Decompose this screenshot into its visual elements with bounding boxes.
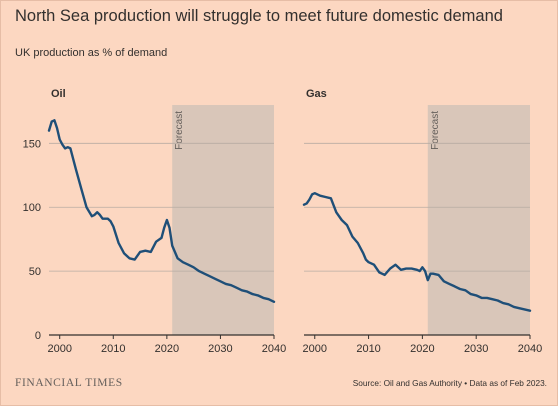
ft-logo: FINANCIAL TIMES xyxy=(15,377,123,389)
gas-forecast-label: Forecast xyxy=(430,111,441,150)
oil-forecast-label: Forecast xyxy=(174,111,185,150)
oil-x-tick-label: 2010 xyxy=(101,343,125,355)
source-note: Source: Oil and Gas Authority • Data as … xyxy=(352,378,547,388)
oil-x-tick-label: 2030 xyxy=(208,343,232,355)
chart-subtitle: UK production as % of demand xyxy=(15,47,168,59)
gas-forecast-band xyxy=(427,105,530,335)
oil-panel-title: Oil xyxy=(51,88,66,100)
gas-panel: Forecast 2000 2010 2020 2030 2040 Gas xyxy=(303,88,543,355)
y-tick-label: 0 xyxy=(35,330,41,342)
gas-x-tick-label: 2000 xyxy=(303,343,327,355)
y-tick-label: 100 xyxy=(23,202,41,214)
oil-x-tick-label: 2040 xyxy=(262,343,286,355)
oil-x-tick-label: 2020 xyxy=(155,343,179,355)
y-tick-label: 50 xyxy=(29,266,41,278)
oil-forecast-band xyxy=(172,105,274,335)
oil-x-tick-label: 2000 xyxy=(47,343,71,355)
chart-title: North Sea production will struggle to me… xyxy=(15,7,503,25)
gas-x-tick-label: 2030 xyxy=(464,343,488,355)
gas-series-line xyxy=(302,192,532,312)
gas-panel-title: Gas xyxy=(306,88,327,100)
gas-x-tick-label: 2040 xyxy=(518,343,542,355)
y-tick-label: 150 xyxy=(23,138,41,150)
oil-panel: Forecast 0 50 100 150 2000 2010 2020 2030 2040 Oil xyxy=(23,88,287,355)
gas-x-tick-label: 2010 xyxy=(356,343,380,355)
gas-x-tick-label: 2020 xyxy=(410,343,434,355)
oil-series-line xyxy=(47,119,276,303)
